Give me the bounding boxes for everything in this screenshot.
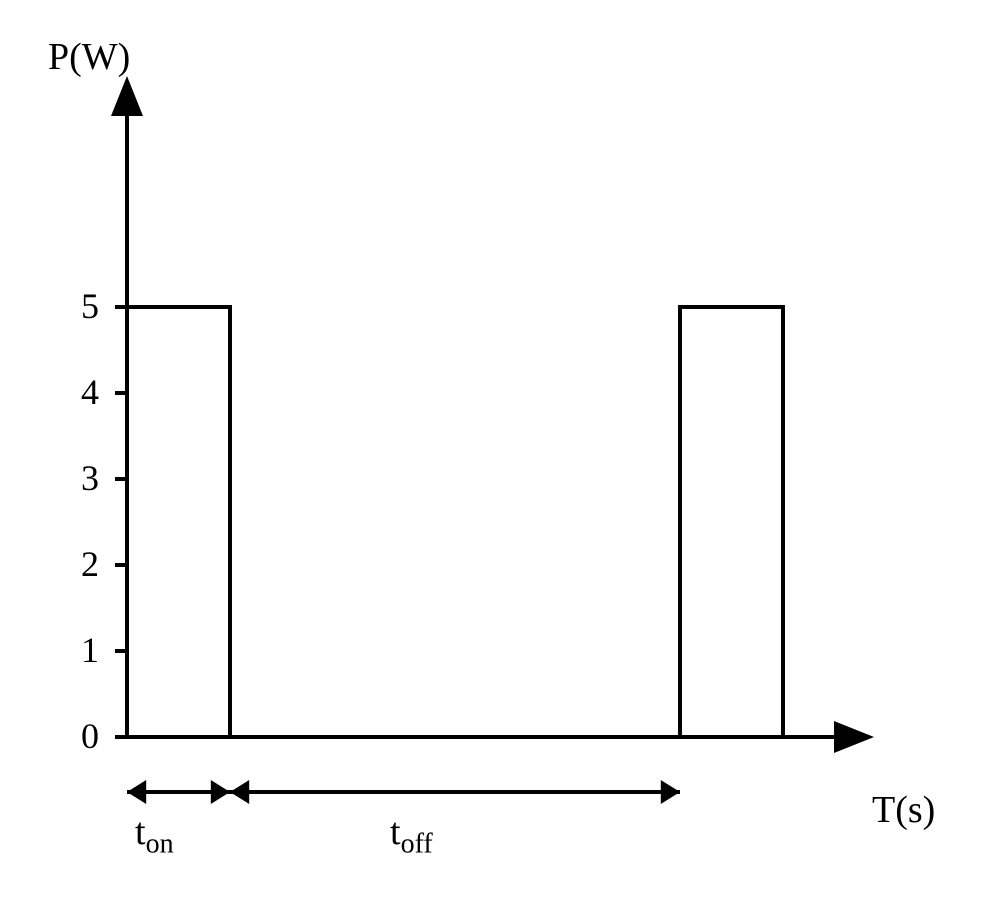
y-axis-label: P(W)	[48, 35, 130, 79]
y-tick-4: 4	[81, 371, 99, 413]
t-on-label-text: t	[135, 811, 146, 853]
t-on-label: ton	[135, 810, 174, 861]
x-axis-label: T(s)	[872, 788, 935, 832]
y-tick-2: 2	[81, 543, 99, 585]
t-off-label-sub: off	[401, 829, 433, 860]
y-tick-0: 0	[81, 715, 99, 757]
y-tick-3: 3	[81, 457, 99, 499]
y-tick-1: 1	[81, 629, 99, 671]
t-on-label-sub: on	[146, 829, 174, 860]
y-tick-5: 5	[81, 285, 99, 327]
t-off-label: toff	[390, 810, 433, 861]
t-off-label-text: t	[390, 811, 401, 853]
